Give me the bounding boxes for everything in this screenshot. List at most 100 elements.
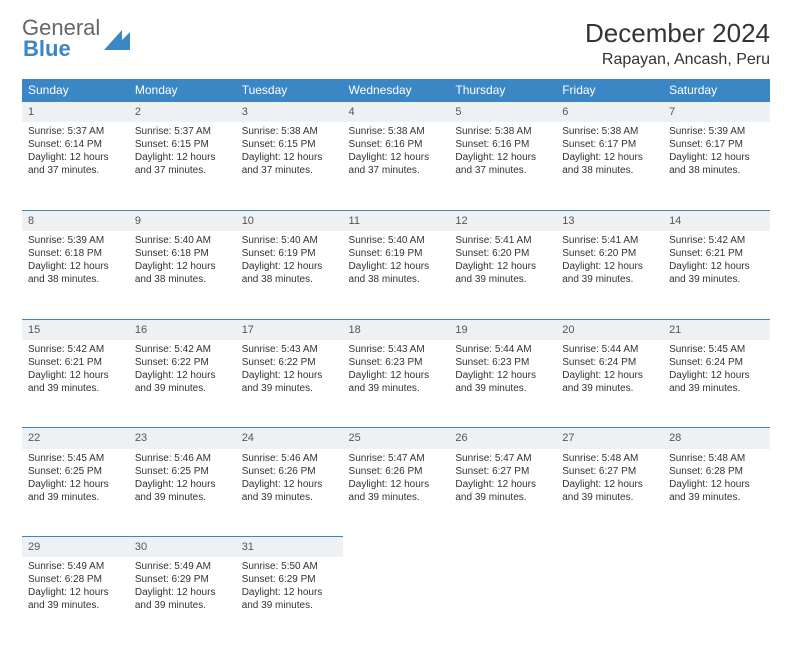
day-cell-line: and 39 minutes. (669, 491, 764, 504)
weekday-header: Tuesday (236, 79, 343, 102)
day-cell: Sunrise: 5:37 AMSunset: 6:15 PMDaylight:… (129, 122, 236, 210)
day-cell-line: Sunrise: 5:45 AM (669, 343, 764, 356)
day-cell-line: Sunrise: 5:47 AM (455, 452, 550, 465)
day-number-cell: 18 (343, 319, 450, 340)
day-cell-line: and 39 minutes. (669, 382, 764, 395)
day-number-cell: 22 (22, 428, 129, 449)
logo-text: General Blue (22, 18, 100, 60)
day-cell-line: Daylight: 12 hours (28, 151, 123, 164)
day-cell-line: Daylight: 12 hours (562, 151, 657, 164)
day-cell: Sunrise: 5:42 AMSunset: 6:22 PMDaylight:… (129, 340, 236, 428)
day-cell-line: Daylight: 12 hours (349, 151, 444, 164)
day-cell-line: Sunrise: 5:48 AM (562, 452, 657, 465)
day-number-cell: 3 (236, 102, 343, 123)
logo: General Blue (22, 18, 130, 60)
day-cell-line: Sunrise: 5:43 AM (349, 343, 444, 356)
day-number-cell: 13 (556, 210, 663, 231)
weekday-header: Friday (556, 79, 663, 102)
day-cell: Sunrise: 5:37 AMSunset: 6:14 PMDaylight:… (22, 122, 129, 210)
day-cell-line: Daylight: 12 hours (562, 260, 657, 273)
day-number-cell: 1 (22, 102, 129, 123)
weekday-header: Thursday (449, 79, 556, 102)
day-cell-line: Sunset: 6:29 PM (242, 573, 337, 586)
weekday-header-row: SundayMondayTuesdayWednesdayThursdayFrid… (22, 79, 770, 102)
day-cell-line: Sunrise: 5:49 AM (135, 560, 230, 573)
day-cell-line: and 39 minutes. (28, 491, 123, 504)
day-number-cell: 8 (22, 210, 129, 231)
day-number-cell: 23 (129, 428, 236, 449)
day-cell-line: Sunset: 6:14 PM (28, 138, 123, 151)
day-cell: Sunrise: 5:38 AMSunset: 6:16 PMDaylight:… (343, 122, 450, 210)
day-cell-line: Sunrise: 5:45 AM (28, 452, 123, 465)
day-number-cell: 9 (129, 210, 236, 231)
day-cell-line: Sunrise: 5:48 AM (669, 452, 764, 465)
day-number-cell: 31 (236, 537, 343, 558)
day-content-row: Sunrise: 5:45 AM Sunset: 6:25 PM Daylight:… (22, 449, 770, 537)
day-cell-line: Daylight: 12 hours (135, 260, 230, 273)
day-cell-line: Sunrise: 5:40 AM (242, 234, 337, 247)
day-cell-line: Sunset: 6:23 PM (349, 356, 444, 369)
day-cell-line: Daylight: 12 hours (455, 260, 550, 273)
day-cell: Sunrise: 5:38 AMSunset: 6:15 PMDaylight:… (236, 122, 343, 210)
day-cell-line: Sunset: 6:16 PM (455, 138, 550, 151)
day-number-cell: 15 (22, 319, 129, 340)
day-cell-line: and 38 minutes. (349, 273, 444, 286)
day-cell-line: Sunset: 6:21 PM (28, 356, 123, 369)
day-cell-line: Sunset: 6:19 PM (349, 247, 444, 260)
day-cell-line: Sunset: 6:27 PM (562, 465, 657, 478)
day-cell-line: Sunset: 6:28 PM (669, 465, 764, 478)
day-cell-line: Sunset: 6:29 PM (135, 573, 230, 586)
day-cell: Sunrise: 5:49 AMSunset: 6:29 PMDaylight:… (129, 557, 236, 645)
day-cell: Sunrise: 5:39 AMSunset: 6:18 PMDaylight:… (22, 231, 129, 319)
day-cell-line: Daylight: 12 hours (455, 151, 550, 164)
day-cell-line: Sunrise: 5:44 AM (455, 343, 550, 356)
day-cell-line: Daylight: 12 hours (135, 369, 230, 382)
day-cell: Sunrise: 5:48 AMSunset: 6:27 PMDaylight:… (556, 449, 663, 537)
day-number-cell: 21 (663, 319, 770, 340)
day-cell-line: Sunrise: 5:37 AM (135, 125, 230, 138)
day-cell: Sunrise: 5:38 AMSunset: 6:16 PMDaylight:… (449, 122, 556, 210)
day-number-cell (663, 537, 770, 558)
day-cell-line: Sunrise: 5:40 AM (349, 234, 444, 247)
day-cell: Sunrise: 5:40 AMSunset: 6:19 PMDaylight:… (236, 231, 343, 319)
day-cell-line: Sunset: 6:18 PM (135, 247, 230, 260)
day-cell-line: Sunset: 6:23 PM (455, 356, 550, 369)
day-number-cell: 24 (236, 428, 343, 449)
day-number-row: 22232425262728 (22, 428, 770, 449)
day-cell-line: Sunset: 6:17 PM (562, 138, 657, 151)
day-cell-line: Sunrise: 5:39 AM (669, 125, 764, 138)
day-number-cell (449, 537, 556, 558)
day-cell-line: and 39 minutes. (669, 273, 764, 286)
day-number-cell: 29 (22, 537, 129, 558)
day-number-cell: 19 (449, 319, 556, 340)
day-cell-line: Sunrise: 5:42 AM (28, 343, 123, 356)
day-number-cell: 10 (236, 210, 343, 231)
day-cell: Sunrise: 5:43 AMSunset: 6:22 PMDaylight:… (236, 340, 343, 428)
day-cell-line: Sunset: 6:27 PM (455, 465, 550, 478)
day-cell: Sunrise: 5:39 AMSunset: 6:17 PMDaylight:… (663, 122, 770, 210)
day-cell-line: and 39 minutes. (562, 491, 657, 504)
day-number-cell: 26 (449, 428, 556, 449)
weekday-header: Saturday (663, 79, 770, 102)
day-cell: Sunrise: 5:42 AMSunset: 6:21 PMDaylight:… (663, 231, 770, 319)
day-cell-line: Sunrise: 5:44 AM (562, 343, 657, 356)
day-cell-line: Sunrise: 5:42 AM (669, 234, 764, 247)
location-label: Rapayan, Ancash, Peru (585, 51, 770, 69)
day-cell: Sunrise: 5:40 AMSunset: 6:19 PMDaylight:… (343, 231, 450, 319)
day-cell-line: Sunset: 6:22 PM (135, 356, 230, 369)
day-cell: Sunrise: 5:42 AMSunset: 6:21 PMDaylight:… (22, 340, 129, 428)
day-cell-line: Sunrise: 5:47 AM (349, 452, 444, 465)
day-cell-line: Sunrise: 5:39 AM (28, 234, 123, 247)
day-cell-line: Sunset: 6:21 PM (669, 247, 764, 260)
day-cell-line: and 39 minutes. (135, 599, 230, 612)
day-cell-line: Sunset: 6:25 PM (135, 465, 230, 478)
day-cell: Sunrise: 5:48 AMSunset: 6:28 PMDaylight:… (663, 449, 770, 537)
day-number-cell: 6 (556, 102, 663, 123)
day-cell (449, 557, 556, 645)
day-cell-line: and 39 minutes. (242, 382, 337, 395)
day-cell-line: Sunset: 6:20 PM (562, 247, 657, 260)
day-cell-line: Sunset: 6:16 PM (349, 138, 444, 151)
day-cell-line: Daylight: 12 hours (28, 478, 123, 491)
day-cell-line: and 38 minutes. (135, 273, 230, 286)
day-cell-line: Sunrise: 5:50 AM (242, 560, 337, 573)
